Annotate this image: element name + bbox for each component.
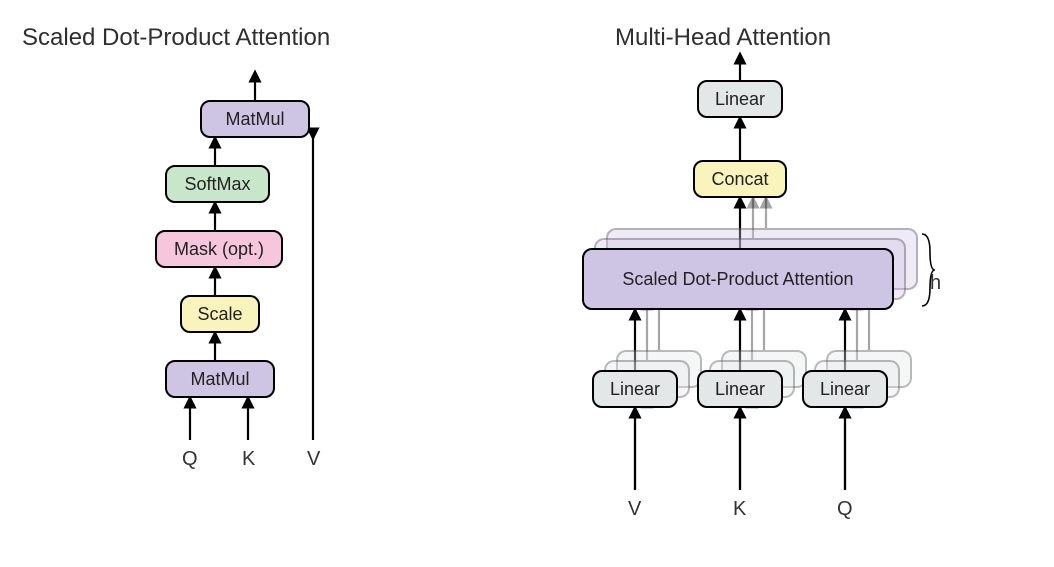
- right-input-v: V: [628, 498, 641, 521]
- left-input-v: V: [307, 448, 320, 471]
- left-mask: Mask (opt.): [155, 230, 283, 268]
- right-input-q: Q: [837, 498, 853, 521]
- right-linear-v: Linear: [592, 370, 678, 408]
- diagram-canvas: Scaled Dot-Product Attention MatMul SoftMa…: [0, 0, 1054, 567]
- right-concat: Concat: [693, 160, 787, 198]
- left-matmul-top: MatMul: [200, 100, 310, 138]
- left-input-q: Q: [182, 448, 198, 471]
- left-matmul-bottom: MatMul: [165, 360, 275, 398]
- right-linear-top: Linear: [697, 80, 783, 118]
- right-linear-q: Linear: [802, 370, 888, 408]
- left-input-k: K: [242, 448, 255, 471]
- right-sdpa: Scaled Dot-Product Attention: [582, 248, 894, 310]
- right-linear-k: Linear: [697, 370, 783, 408]
- right-heads-label: h: [930, 272, 941, 295]
- left-softmax: SoftMax: [165, 165, 270, 203]
- left-scale: Scale: [180, 295, 260, 333]
- right-input-k: K: [733, 498, 746, 521]
- right-title: Multi-Head Attention: [615, 24, 831, 52]
- left-title: Scaled Dot-Product Attention: [22, 24, 330, 52]
